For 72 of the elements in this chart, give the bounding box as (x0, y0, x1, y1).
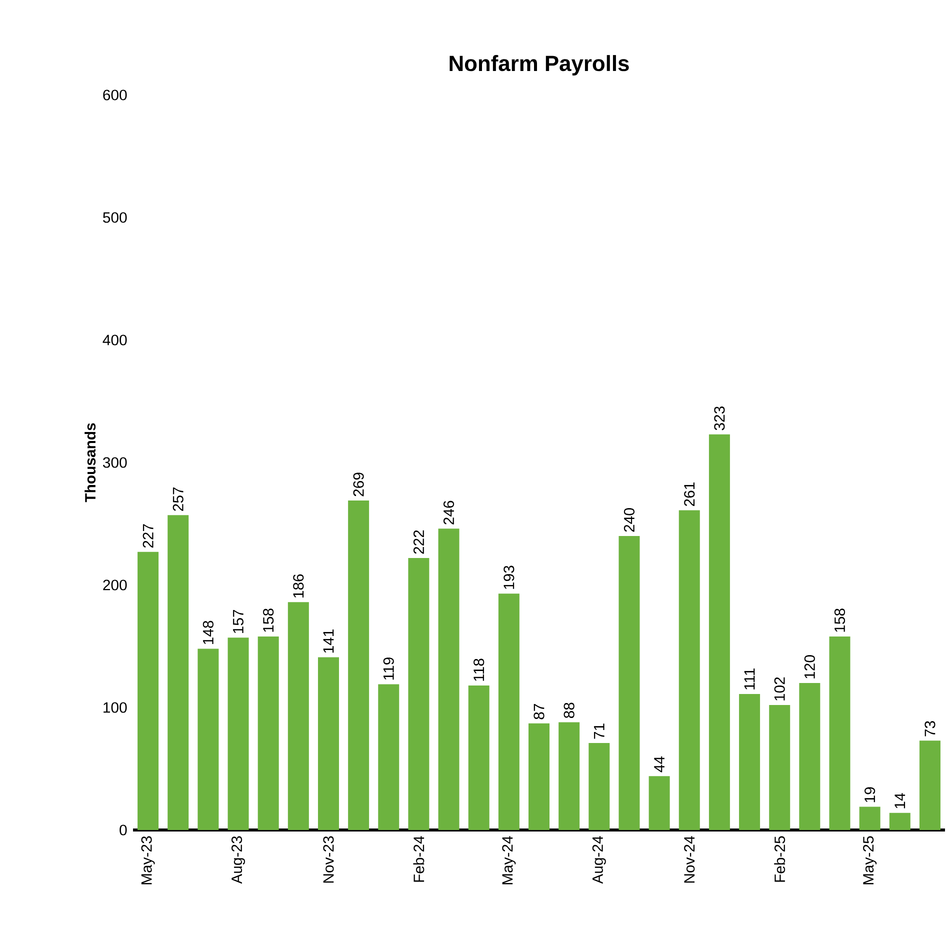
data-label: 14 (894, 793, 906, 808)
bar (648, 776, 670, 830)
bar (528, 723, 550, 830)
data-label: 269 (353, 472, 364, 496)
x-tick-label: May-25 (863, 836, 877, 884)
bar (678, 510, 700, 830)
data-label: 158 (263, 608, 274, 632)
bar (138, 552, 159, 830)
data-label: 261 (684, 482, 695, 506)
bar (859, 806, 880, 830)
bar (348, 500, 370, 830)
data-label: 102 (774, 677, 785, 700)
x-tick-label: Feb-25 (774, 836, 786, 882)
bar (558, 722, 580, 830)
bar (378, 684, 400, 830)
data-label: 19 (864, 787, 876, 802)
chart-title: Nonfarm Payrolls (450, 55, 629, 76)
bar (739, 694, 760, 830)
bar (498, 594, 520, 830)
y-tick-label: 200 (103, 580, 127, 590)
bar (769, 705, 790, 830)
data-label: 240 (624, 508, 635, 532)
x-tick-label: Nov-23 (323, 836, 334, 883)
data-label: 88 (564, 702, 574, 718)
y-tick-label: 300 (102, 457, 127, 468)
data-label: 157 (233, 610, 244, 634)
data-label: 118 (474, 658, 484, 681)
bar (228, 638, 249, 830)
data-label: 323 (714, 406, 725, 430)
data-label: 87 (534, 704, 544, 720)
data-label: 44 (654, 756, 664, 772)
x-tick-label: Feb-24 (413, 836, 424, 882)
bar (408, 558, 430, 830)
y-tick-label: 600 (103, 90, 127, 100)
y-tick-label: 0 (120, 824, 127, 836)
data-label: 246 (443, 500, 454, 524)
y-tick-label: 400 (102, 334, 127, 346)
data-label: 111 (744, 668, 755, 690)
y-tick-label: 500 (103, 212, 127, 223)
y-tick-label: 100 (104, 702, 127, 713)
bar (829, 636, 850, 830)
data-label: 73 (924, 721, 936, 736)
bar (618, 536, 640, 830)
bar (889, 812, 910, 830)
data-label: 71 (594, 724, 604, 739)
data-label: 141 (323, 630, 334, 653)
x-tick-label: Aug-23 (231, 836, 246, 884)
x-tick-label: Nov-24 (684, 836, 695, 883)
data-label: 222 (413, 530, 424, 554)
bar (198, 648, 219, 830)
x-tick-label: May-23 (141, 836, 155, 884)
data-label: 186 (293, 574, 304, 598)
bar (919, 740, 940, 830)
bar (799, 683, 820, 830)
bar (168, 515, 189, 830)
bar (708, 434, 730, 830)
data-label: 193 (504, 566, 514, 589)
bar (258, 636, 279, 830)
data-label: 120 (804, 655, 815, 678)
bar (438, 528, 460, 830)
data-label: 158 (834, 608, 846, 632)
bar (318, 657, 339, 830)
x-tick-label: Aug-24 (592, 836, 606, 884)
y-axis-title: Thousands (84, 423, 96, 502)
bar (468, 685, 490, 830)
data-label: 257 (172, 487, 184, 511)
data-label: 119 (383, 658, 394, 680)
bar (588, 743, 610, 830)
data-label: 227 (142, 524, 154, 548)
data-label: 148 (202, 620, 214, 644)
bar (288, 602, 309, 830)
x-tick-label: May-24 (502, 836, 516, 884)
